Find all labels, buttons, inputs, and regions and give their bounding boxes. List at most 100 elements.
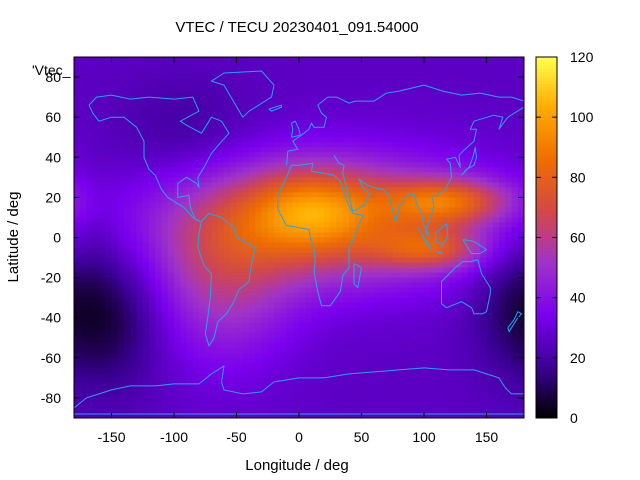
- heatmap-cell: [305, 377, 312, 384]
- heatmap-cell: [417, 172, 425, 178]
- heatmap-cell: [249, 287, 256, 294]
- heatmap-cell: [492, 77, 500, 83]
- heatmap-cell: [467, 157, 475, 163]
- heatmap-cell: [324, 327, 331, 334]
- heatmap-cell: [180, 132, 187, 138]
- heatmap-cell: [492, 192, 500, 198]
- heatmap-cell: [236, 302, 244, 309]
- heatmap-cell: [455, 107, 462, 113]
- heatmap-cell: [355, 82, 362, 88]
- heatmap-cell: [355, 287, 362, 294]
- heatmap-cell: [130, 237, 137, 243]
- heatmap-cell: [92, 377, 100, 384]
- heatmap-cell: [161, 287, 169, 294]
- heatmap-cell: [242, 192, 250, 198]
- heatmap-cell: [336, 82, 344, 88]
- heatmap-cell: [424, 192, 431, 198]
- heatmap-cell: [130, 387, 137, 394]
- heatmap-cell: [105, 292, 112, 299]
- heatmap-cell: [355, 307, 362, 314]
- heatmap-cell: [130, 147, 137, 153]
- heatmap-cell: [92, 287, 100, 294]
- heatmap-cell: [242, 277, 250, 284]
- heatmap-cell: [280, 152, 287, 158]
- heatmap-cell: [317, 387, 325, 394]
- heatmap-cell: [99, 317, 106, 324]
- heatmap-cell: [330, 392, 337, 399]
- heatmap-cell: [249, 152, 256, 158]
- heatmap-cell: [305, 312, 312, 319]
- heatmap-cell: [261, 82, 269, 88]
- heatmap-cell: [430, 387, 437, 394]
- heatmap-cell: [224, 82, 231, 88]
- heatmap-cell: [349, 317, 356, 324]
- heatmap-cell: [136, 142, 144, 148]
- heatmap-cell: [236, 232, 244, 238]
- heatmap-cell: [317, 132, 325, 138]
- heatmap-cell: [349, 292, 356, 299]
- heatmap-cell: [367, 377, 375, 384]
- heatmap-cell: [180, 252, 187, 258]
- heatmap-cell: [186, 257, 194, 263]
- heatmap-cell: [461, 97, 469, 103]
- heatmap-cell: [355, 132, 362, 138]
- heatmap-cell: [130, 187, 137, 193]
- heatmap-cell: [236, 372, 244, 379]
- heatmap-cell: [255, 262, 262, 268]
- heatmap-cell: [155, 337, 162, 344]
- heatmap-cell: [349, 187, 356, 193]
- heatmap-cell: [80, 247, 87, 253]
- heatmap-cell: [205, 317, 212, 324]
- heatmap-cell: [480, 287, 487, 294]
- heatmap-cell: [436, 97, 444, 103]
- heatmap-cell: [117, 362, 125, 369]
- heatmap-cell: [142, 112, 150, 118]
- heatmap-cell: [117, 342, 125, 349]
- heatmap-cell: [505, 272, 512, 279]
- heatmap-cell: [417, 257, 425, 263]
- heatmap-cell: [455, 72, 462, 78]
- heatmap-cell: [442, 137, 450, 143]
- heatmap-cell: [380, 342, 387, 349]
- heatmap-cell: [86, 257, 94, 263]
- heatmap-cell: [224, 222, 231, 228]
- heatmap-cell: [111, 402, 119, 409]
- heatmap-cell: [380, 197, 387, 203]
- heatmap-cell: [161, 102, 169, 108]
- heatmap-cell: [480, 387, 487, 394]
- heatmap-cell: [467, 92, 475, 98]
- heatmap-cell: [474, 277, 481, 284]
- heatmap-cell: [236, 292, 244, 299]
- heatmap-cell: [349, 122, 356, 128]
- heatmap-cell: [80, 167, 87, 173]
- heatmap-cell: [286, 337, 294, 344]
- heatmap-cell: [149, 282, 156, 289]
- heatmap-cell: [280, 292, 287, 299]
- heatmap-cell: [111, 242, 119, 248]
- heatmap-cell: [99, 62, 106, 68]
- heatmap-cell: [236, 282, 244, 289]
- heatmap-cell: [230, 107, 237, 113]
- heatmap-cell: [167, 247, 175, 253]
- heatmap-cell: [361, 247, 369, 253]
- heatmap-cell: [511, 387, 519, 394]
- heatmap-cell: [267, 392, 275, 399]
- heatmap-cell: [311, 367, 319, 374]
- heatmap-cell: [180, 57, 187, 63]
- heatmap-cell: [324, 72, 331, 78]
- heatmap-cell: [255, 222, 262, 228]
- heatmap-cell: [305, 207, 312, 213]
- heatmap-cell: [355, 122, 362, 128]
- heatmap-cell: [286, 177, 294, 183]
- heatmap-cell: [217, 247, 225, 253]
- heatmap-cell: [161, 187, 169, 193]
- heatmap-cell: [161, 207, 169, 213]
- heatmap-cell: [267, 267, 275, 273]
- heatmap-cell: [174, 247, 181, 253]
- heatmap-cell: [92, 297, 100, 304]
- heatmap-cell: [349, 252, 356, 258]
- heatmap-cell: [74, 122, 81, 128]
- heatmap-cell: [405, 282, 412, 289]
- heatmap-cell: [130, 332, 137, 339]
- heatmap-cell: [280, 112, 287, 118]
